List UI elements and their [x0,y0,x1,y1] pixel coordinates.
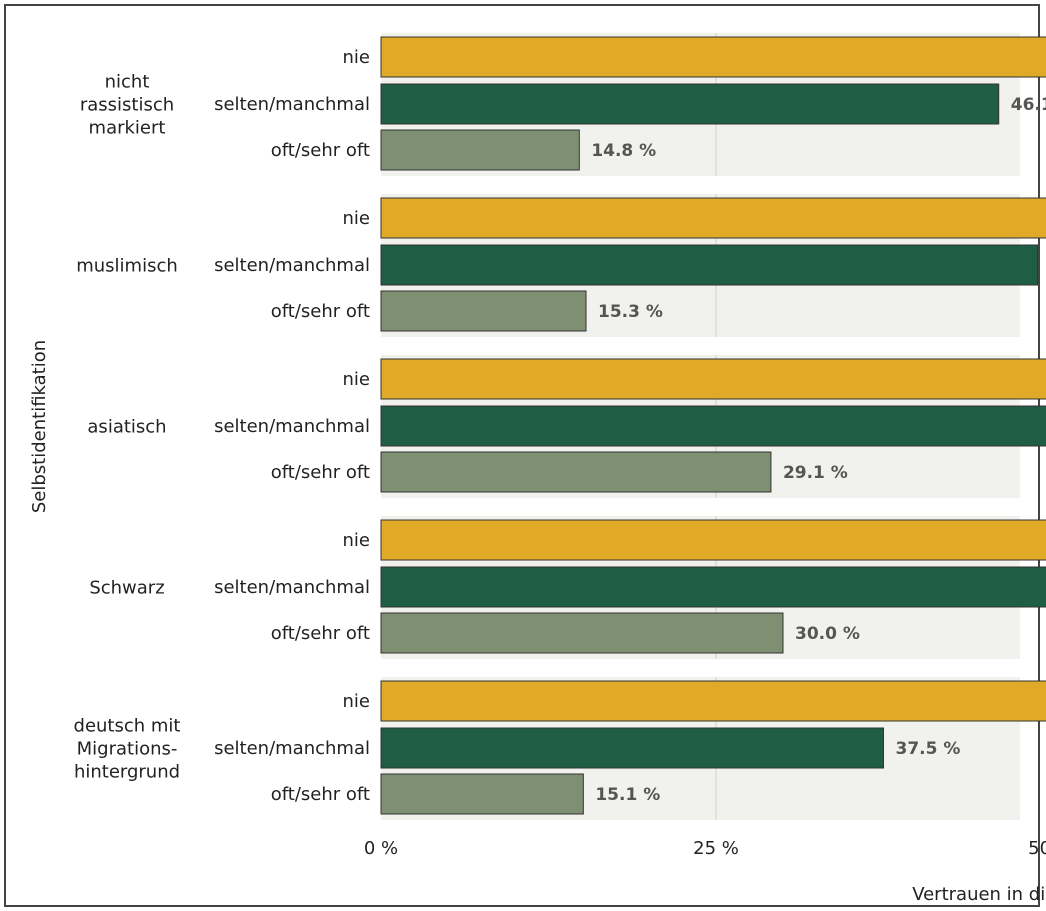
bar [380,83,1000,125]
category-label: nie [343,208,370,229]
bar [380,519,1046,561]
category-label: selten/manchmal [214,255,370,276]
bar [380,405,1046,447]
bar [380,197,1046,239]
bar [380,36,1046,78]
category-label: oft/sehr oft [271,301,370,322]
value-label: 46.1 % [1011,95,1046,115]
value-label: 14.8 % [591,141,656,161]
bar [380,451,772,493]
x-tick-label: 25 % [693,838,739,859]
value-label: 15.3 % [598,302,663,322]
value-label: 30.0 % [795,624,860,644]
group-label: nicht rassistisch markiert [80,72,174,139]
bar [380,290,587,332]
value-label: 15.1 % [595,785,660,805]
category-label: selten/manchmal [214,94,370,115]
category-label: nie [343,47,370,68]
group-label: asiatisch [87,417,166,438]
category-label: oft/sehr oft [271,623,370,644]
bar [380,773,584,815]
category-label: oft/sehr oft [271,140,370,161]
category-label: nie [343,369,370,390]
bar [380,612,784,654]
category-label: selten/manchmal [214,416,370,437]
bar [380,129,580,171]
group-label: Schwarz [89,578,164,599]
x-tick-label: 50 % [1028,838,1046,859]
category-label: oft/sehr oft [271,784,370,805]
value-label: 37.5 % [896,739,961,759]
y-axis-title: Selbstidentifikation [29,340,50,513]
bar [380,727,884,769]
bar [380,680,1046,722]
bar [380,358,1046,400]
value-label: 29.1 % [783,463,848,483]
category-label: selten/manchmal [214,738,370,759]
group-label: deutsch mit Migrations-hintergrund [74,716,181,783]
category-label: nie [343,530,370,551]
group-label: muslimisch [76,256,178,277]
category-label: oft/sehr oft [271,462,370,483]
category-label: selten/manchmal [214,577,370,598]
x-tick-label: 0 % [364,838,398,859]
bar [380,244,1039,286]
category-label: nie [343,691,370,712]
bar [380,566,1046,608]
x-axis-title: Vertrauen in die Polizei [912,884,1046,905]
